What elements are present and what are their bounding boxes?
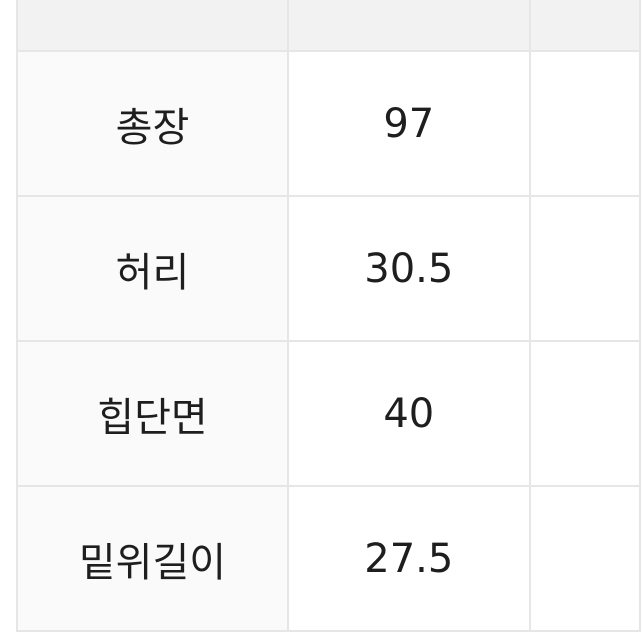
row-label: 총장 (16, 50, 289, 197)
table-header-row (16, 0, 641, 52)
table-row: 밑위길이 27.5 (16, 485, 641, 632)
row-value: 97 (286, 50, 531, 197)
header-cell (286, 0, 531, 52)
row-value: 27.5 (286, 485, 531, 632)
header-cell (16, 0, 289, 52)
header-cell (528, 0, 641, 52)
row-label: 허리 (16, 195, 289, 342)
row-value: 40 (286, 340, 531, 487)
empty-cell (528, 485, 641, 632)
row-value: 30.5 (286, 195, 531, 342)
empty-cell (528, 50, 641, 197)
table-row: 허리 30.5 (16, 195, 641, 342)
empty-cell (528, 340, 641, 487)
table-row: 총장 97 (16, 50, 641, 197)
size-table: 총장 97 허리 30.5 힙단면 40 밑위길이 27.5 (16, 0, 641, 632)
empty-cell (528, 195, 641, 342)
table-row: 힙단면 40 (16, 340, 641, 487)
row-label: 밑위길이 (16, 485, 289, 632)
row-label: 힙단면 (16, 340, 289, 487)
